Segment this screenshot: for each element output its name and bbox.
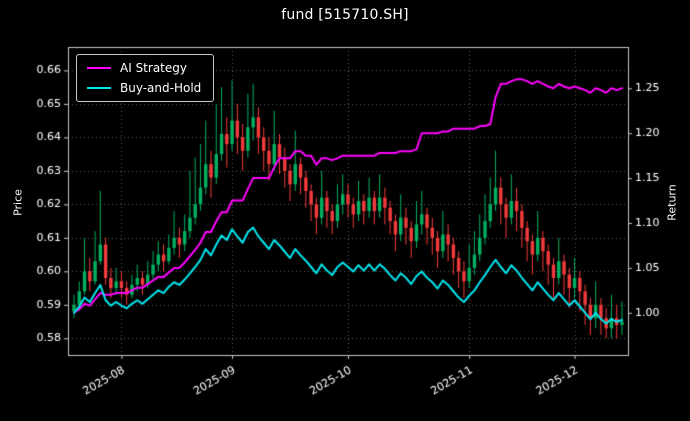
legend-label-ai-strategy: AI Strategy <box>120 61 187 75</box>
chart-title: fund [515710.SH] <box>281 7 409 23</box>
legend: AI Strategy Buy-and-Hold <box>76 54 215 102</box>
legend-item-ai-strategy: AI Strategy <box>87 61 201 75</box>
legend-label-buy-and-hold: Buy-and-Hold <box>120 81 202 95</box>
y-axis-label-price: Price <box>11 189 25 216</box>
ai-strategy-line-swatch <box>87 67 111 69</box>
legend-item-buy-and-hold: Buy-and-Hold <box>87 81 201 95</box>
buy-and-hold-line-swatch <box>87 87 111 89</box>
y-axis-label-return: Return <box>665 184 679 221</box>
